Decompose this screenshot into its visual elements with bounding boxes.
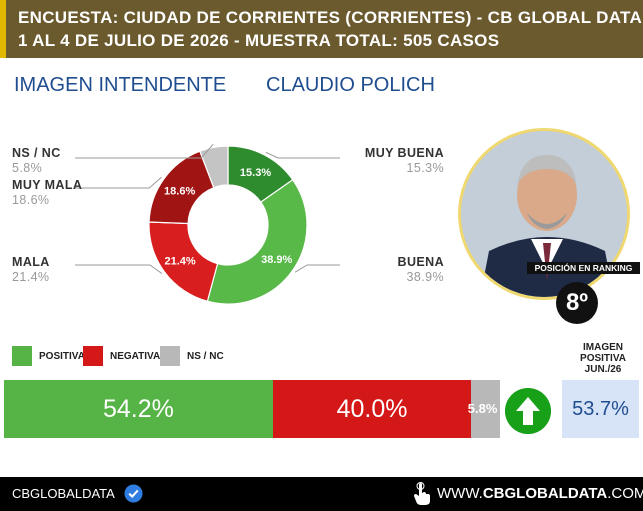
pie-label-muy-buena-name: MUY BUENA	[364, 146, 444, 160]
bar-segment-positiva: 54.2%	[4, 380, 273, 438]
footer-website-domain: CBGLOBALDATA	[482, 485, 608, 502]
pie-slice-buena	[206, 178, 308, 305]
ranking-label: POSICIÓN EN RANKING	[527, 262, 640, 274]
legend-label-positiva: POSITIVA	[39, 350, 85, 362]
footer: CBGLOBALDATA WWW.CBGLOBALDATA.COM	[0, 477, 643, 511]
leader-line-ns-nc	[75, 144, 214, 159]
pie-label-buena-value: 38.9%	[406, 270, 444, 284]
chart-title: IMAGEN INTENDENTE	[14, 74, 227, 96]
pie-label-buena: BUENA 38.9%	[346, 255, 444, 285]
pie-value-buena: 38.9%	[261, 254, 292, 266]
bar-segment-negativa: 40.0%	[272, 380, 472, 438]
pie-value-muy-buena: 15.3%	[240, 167, 271, 179]
legend-item-ns-nc: NS / NC	[160, 346, 224, 366]
legend-item-positiva: POSITIVA	[12, 346, 85, 366]
header-title: ENCUESTA: CIUDAD DE CORRIENTES (CORRIENT…	[18, 8, 643, 27]
pie-label-mala: MALA 21.4%	[12, 255, 50, 285]
imagen-positiva-line3: JUN./26	[584, 364, 622, 375]
candidate-name: CLAUDIO POLICH	[266, 74, 435, 96]
footer-website-suffix: .COM	[607, 485, 643, 502]
pointer-hand-icon	[414, 482, 430, 505]
pie-label-muy-mala-value: 18.6%	[12, 193, 50, 207]
donut-chart: 15.3% 38.9% 21.4% 18.6%	[75, 144, 340, 305]
legend-label-ns-nc: NS / NC	[187, 350, 224, 362]
pie-label-muy-buena-value: 15.3%	[406, 161, 444, 175]
pie-label-mala-name: MALA	[12, 255, 50, 269]
pie-label-ns-nc-name: NS / NC	[12, 146, 61, 160]
footer-website: WWW.CBGLOBALDATA.COM	[437, 485, 643, 502]
pie-value-muy-mala: 18.6%	[164, 185, 195, 197]
imagen-positiva-value: 53.7%	[562, 380, 639, 438]
header-subtitle: 1 AL 4 DE JULIO DE 2026 - MUESTRA TOTAL:…	[18, 31, 500, 50]
legend-swatch-positiva	[12, 346, 32, 366]
bar-value-positiva: 54.2%	[102, 395, 174, 423]
footer-website-prefix: WWW.	[437, 485, 483, 502]
pie-label-ns-nc-value: 5.8%	[12, 161, 43, 175]
imagen-positiva-line2: POSITIVA	[580, 353, 626, 364]
stacked-bar: 54.2% 40.0% 5.8%	[4, 380, 500, 438]
ranking-badge: 8º	[556, 282, 598, 324]
verified-check-icon	[124, 484, 143, 503]
legend-item-negativa: NEGATIVA	[83, 346, 160, 366]
leader-line-buena	[294, 264, 340, 273]
pie-label-ns-nc: NS / NC 5.8%	[12, 146, 61, 176]
legend: POSITIVA NEGATIVA NS / NC	[0, 346, 460, 366]
imagen-positiva-label: IMAGEN POSITIVA JUN./26	[568, 342, 638, 375]
leader-line-mala	[75, 264, 163, 275]
pie-label-muy-mala-name: MUY MALA	[12, 178, 83, 192]
arrow-up-icon	[505, 388, 551, 434]
leader-line-muy-buena	[265, 151, 340, 159]
legend-swatch-ns-nc	[160, 346, 180, 366]
legend-swatch-negativa	[83, 346, 103, 366]
legend-label-negativa: NEGATIVA	[110, 350, 161, 362]
header-accent-bar	[0, 0, 6, 58]
pie-label-muy-buena: MUY BUENA 15.3%	[346, 146, 444, 176]
bar-value-negativa: 40.0%	[336, 395, 408, 423]
leader-line-muy-mala	[75, 176, 162, 189]
candidate-photo	[458, 128, 630, 300]
pie-label-muy-mala: MUY MALA 18.6%	[12, 178, 82, 208]
footer-brand: CBGLOBALDATA	[12, 486, 115, 501]
bar-segment-ns-nc: 5.8%	[468, 380, 500, 438]
pie-label-mala-value: 21.4%	[12, 270, 50, 284]
header: ENCUESTA: CIUDAD DE CORRIENTES (CORRIENT…	[0, 0, 643, 58]
pie-value-mala: 21.4%	[164, 255, 195, 267]
pie-label-buena-name: BUENA	[397, 255, 444, 269]
bar-value-ns-nc: 5.8%	[467, 401, 498, 416]
imagen-positiva-line1: IMAGEN	[583, 342, 623, 353]
